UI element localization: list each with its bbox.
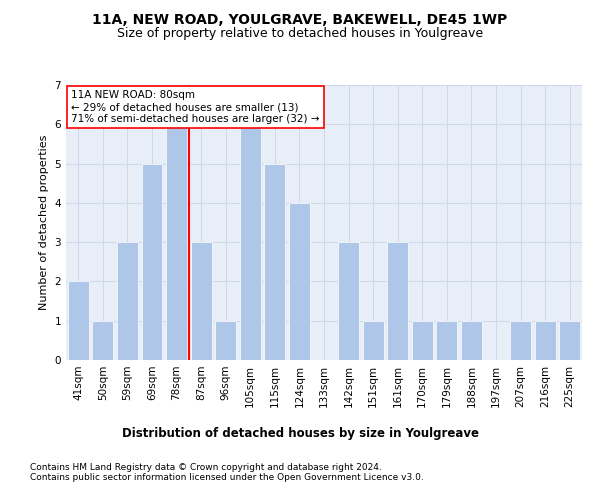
Bar [436, 320, 457, 360]
Text: Distribution of detached houses by size in Youlgreave: Distribution of detached houses by size … [121, 428, 479, 440]
Bar [92, 320, 113, 360]
Bar [68, 282, 89, 360]
Y-axis label: Number of detached properties: Number of detached properties [39, 135, 49, 310]
Text: 11A NEW ROAD: 80sqm
← 29% of detached houses are smaller (13)
71% of semi-detach: 11A NEW ROAD: 80sqm ← 29% of detached ho… [71, 90, 320, 124]
Text: 11A, NEW ROAD, YOULGRAVE, BAKEWELL, DE45 1WP: 11A, NEW ROAD, YOULGRAVE, BAKEWELL, DE45… [92, 12, 508, 26]
Bar [215, 320, 236, 360]
Bar [387, 242, 408, 360]
Bar [412, 320, 433, 360]
Bar [535, 320, 556, 360]
Bar [240, 124, 261, 360]
Bar [166, 124, 187, 360]
Bar [142, 164, 163, 360]
Text: Contains HM Land Registry data © Crown copyright and database right 2024.
Contai: Contains HM Land Registry data © Crown c… [30, 462, 424, 482]
Bar [461, 320, 482, 360]
Text: Size of property relative to detached houses in Youlgreave: Size of property relative to detached ho… [117, 28, 483, 40]
Bar [510, 320, 531, 360]
Bar [338, 242, 359, 360]
Bar [289, 203, 310, 360]
Bar [117, 242, 138, 360]
Bar [191, 242, 212, 360]
Bar [559, 320, 580, 360]
Bar [265, 164, 286, 360]
Bar [362, 320, 383, 360]
